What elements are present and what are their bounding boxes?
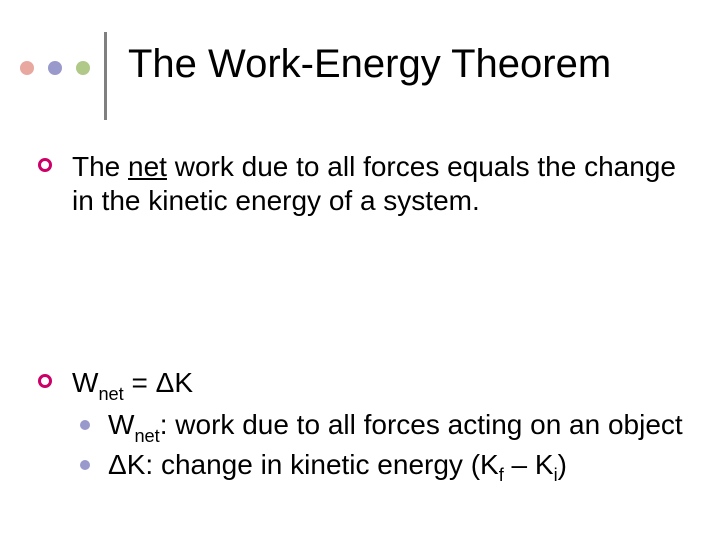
accent-dot-1 <box>20 61 34 75</box>
si1-rest: : work due to all forces acting on an ob… <box>160 409 683 440</box>
si1-w-sub: net <box>134 426 159 446</box>
text-pre: The <box>72 151 128 182</box>
bullet-item-1: The net work due to all forces equals th… <box>30 150 690 218</box>
text-underlined: net <box>128 151 167 182</box>
bullet-ring-icon <box>38 374 52 388</box>
slide: The Work-Energy Theorem The net work due… <box>0 0 720 540</box>
si1-w: W <box>108 409 134 440</box>
si2-rest2: ) <box>558 449 567 480</box>
si2-rest1: : change in kinetic energy (K <box>145 449 498 480</box>
eq-delta: Δ <box>156 367 175 398</box>
si2-ki: i <box>554 465 558 485</box>
eq-w-sub: net <box>98 384 123 404</box>
sub-item-text: ΔK: change in kinetic energy (Kf – Ki) <box>108 449 567 480</box>
sub-bullet-item-1: Wnet: work due to all forces acting on a… <box>30 408 690 446</box>
bullet-item-2: Wnet = ΔK <box>30 366 690 404</box>
si2-delta: Δ <box>108 449 127 480</box>
accent-dot-3 <box>76 61 90 75</box>
slide-body: The net work due to all forces equals th… <box>30 150 690 486</box>
sub-item-text: Wnet: work due to all forces acting on a… <box>108 409 683 440</box>
accent-dot-2 <box>48 61 62 75</box>
eq-equals: = <box>124 367 156 398</box>
title-decoration-row: The Work-Energy Theorem <box>0 28 720 108</box>
sub-bullet-item-2: ΔK: change in kinetic energy (Kf – Ki) <box>30 448 690 486</box>
si2-k: K <box>127 449 146 480</box>
bullet-dot-icon <box>80 460 90 470</box>
bullet-dot-icon <box>80 420 90 430</box>
si2-dash: – K <box>504 449 554 480</box>
si2-kf: f <box>499 465 504 485</box>
equation-text: Wnet = ΔK <box>72 367 193 398</box>
bullet-ring-icon <box>38 158 52 172</box>
eq-k: K <box>174 367 193 398</box>
spacer <box>30 238 690 366</box>
slide-title: The Work-Energy Theorem <box>128 42 611 87</box>
eq-w: W <box>72 367 98 398</box>
accent-vertical-line <box>104 32 107 120</box>
